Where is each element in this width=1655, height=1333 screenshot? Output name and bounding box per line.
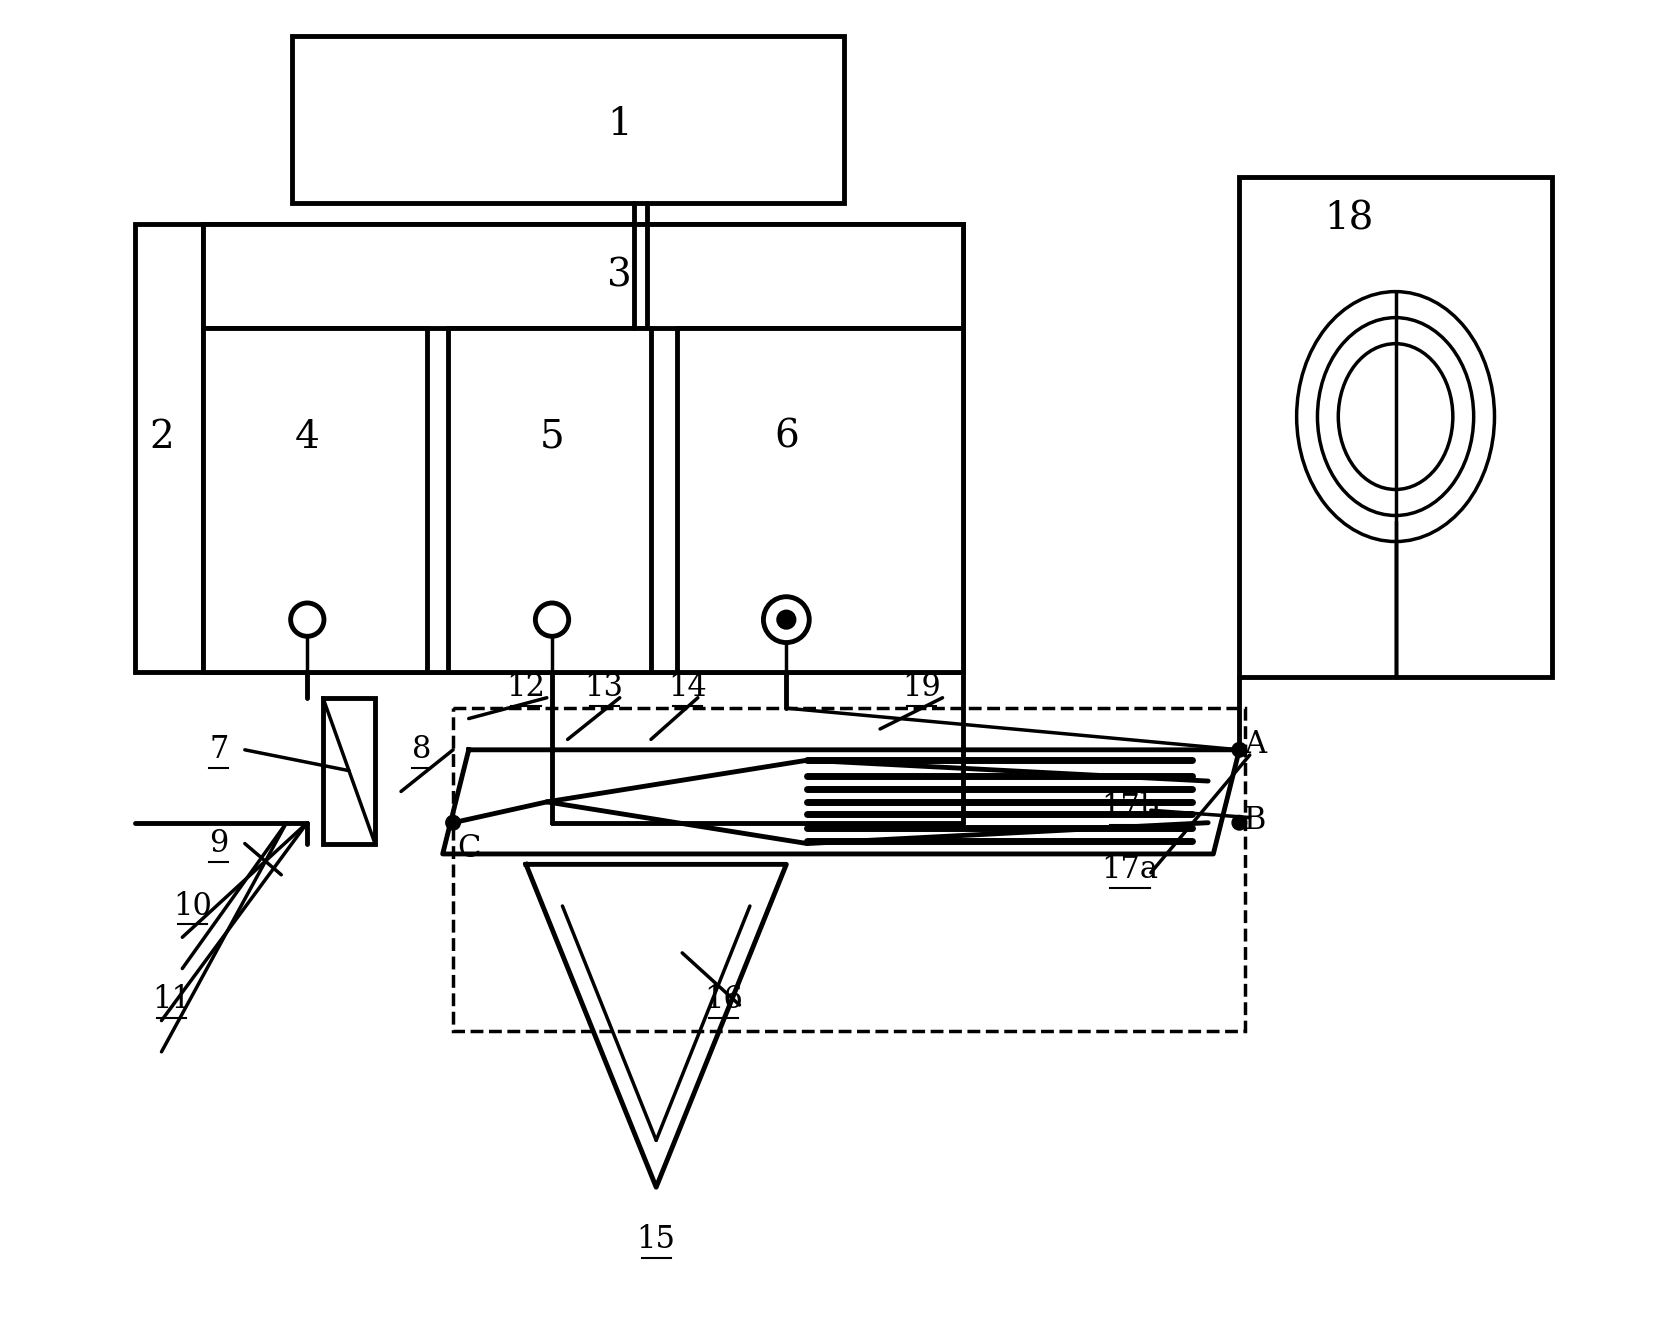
Text: 12: 12 [506, 672, 544, 702]
Text: 10: 10 [174, 890, 212, 921]
Text: 17b: 17b [1101, 792, 1158, 822]
Bar [453, 708, 1245, 1030]
Text: 8: 8 [412, 734, 432, 765]
Circle shape [778, 612, 794, 628]
Text: 7: 7 [209, 734, 228, 765]
Text: 1: 1 [607, 107, 632, 144]
Text: 4: 4 [295, 419, 319, 456]
Bar [204, 328, 427, 672]
Text: 11: 11 [152, 984, 192, 1016]
Bar [1238, 177, 1551, 677]
Text: C: C [457, 833, 480, 864]
Text: 9: 9 [209, 828, 228, 858]
Text: 5: 5 [540, 419, 564, 456]
Text: 14: 14 [667, 672, 707, 702]
Bar [204, 224, 963, 328]
Text: 17a: 17a [1101, 854, 1158, 885]
Text: 2: 2 [149, 419, 174, 456]
Bar [136, 224, 963, 672]
Text: 13: 13 [584, 672, 624, 702]
Circle shape [445, 816, 460, 830]
Circle shape [1231, 742, 1246, 757]
Text: 16: 16 [703, 984, 743, 1016]
Bar [677, 328, 963, 672]
Text: 19: 19 [902, 672, 940, 702]
Bar [447, 328, 650, 672]
Circle shape [1231, 816, 1246, 830]
Text: 18: 18 [1324, 200, 1372, 237]
Bar [291, 36, 842, 203]
Bar [323, 697, 374, 844]
Text: 15: 15 [636, 1224, 675, 1254]
Text: 6: 6 [773, 419, 798, 456]
Text: B: B [1243, 805, 1266, 836]
Text: A: A [1243, 729, 1266, 760]
Bar [204, 224, 963, 672]
Text: 3: 3 [607, 257, 632, 295]
